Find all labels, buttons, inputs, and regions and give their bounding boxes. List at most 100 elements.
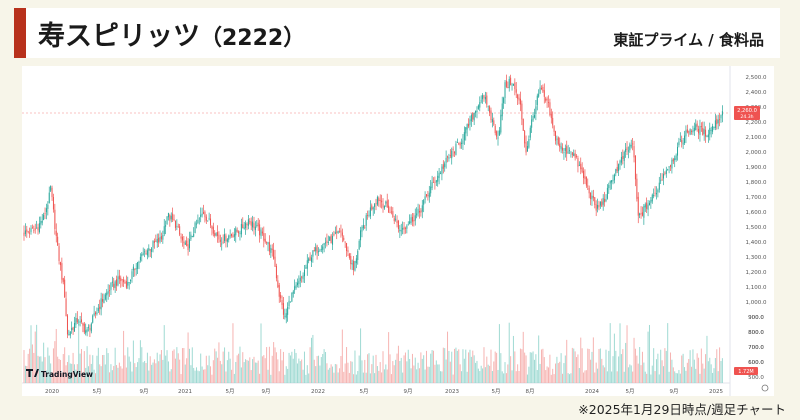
volume-bar <box>121 368 123 383</box>
volume-bar <box>93 369 95 383</box>
volume-bar <box>430 353 432 383</box>
candle-body <box>613 174 615 181</box>
volume-bar <box>698 357 700 383</box>
volume-bar <box>325 351 327 383</box>
volume-bar <box>111 370 113 383</box>
candle-body <box>23 232 25 236</box>
volume-bar <box>69 363 71 383</box>
volume-bar <box>486 356 488 383</box>
candle-body <box>569 150 571 152</box>
candle-body <box>404 227 406 229</box>
volume-bar <box>599 348 601 383</box>
candle-body <box>532 115 534 121</box>
y-tick-label: 1,900.0 <box>746 165 767 171</box>
volume-bar <box>410 368 412 383</box>
volume-bar <box>692 349 694 383</box>
volume-bar <box>64 347 66 383</box>
candle-body <box>585 177 587 186</box>
candle-body <box>127 281 129 286</box>
candle-body <box>210 218 212 226</box>
volume-bar <box>578 368 580 383</box>
candle-body <box>110 283 112 290</box>
volume-bar <box>390 374 392 383</box>
volume-bar <box>194 370 196 383</box>
candle-body <box>416 213 418 216</box>
volume-bar <box>611 371 613 383</box>
candle-body <box>454 152 456 154</box>
candle-body <box>362 224 364 229</box>
volume-bar <box>362 372 364 383</box>
volume-bar <box>615 350 617 383</box>
y-tick-label: 600.0 <box>748 360 764 366</box>
tradingview-logo-text: TradingView <box>41 370 93 379</box>
candle-body <box>59 262 61 266</box>
volume-bar <box>641 351 643 383</box>
candle-body <box>301 276 303 278</box>
volume-bar <box>146 352 148 383</box>
volume-bar <box>326 363 328 383</box>
volume-bar <box>73 364 75 383</box>
volume-bar <box>529 352 531 383</box>
candle-body <box>699 126 701 136</box>
price-badge-value: 2,260.0 <box>737 108 757 114</box>
candle-body <box>173 219 175 221</box>
volume-bar <box>95 373 97 383</box>
candle-body <box>146 250 148 256</box>
volume-bar <box>427 366 429 383</box>
candle-body <box>40 220 42 225</box>
volume-bar <box>592 337 594 383</box>
market-sector-label: 東証プライム / 食料品 <box>613 31 764 49</box>
candle-body <box>214 233 216 236</box>
volume-bar <box>512 335 514 383</box>
candle-body <box>560 146 562 150</box>
candle-body <box>24 230 26 234</box>
candle-body <box>329 236 331 241</box>
candle-body <box>611 180 613 183</box>
candle-body <box>667 169 669 171</box>
volume-bar <box>313 359 315 383</box>
volume-bar <box>590 359 592 383</box>
candle-body <box>378 198 380 202</box>
volume-bar <box>637 363 639 383</box>
volume-bar <box>629 364 631 383</box>
candle-body <box>546 98 548 101</box>
candle-body <box>473 112 475 121</box>
volume-bar <box>207 365 209 383</box>
volume-bar <box>83 351 85 383</box>
volume-bar <box>249 357 251 383</box>
volume-bar <box>106 348 108 383</box>
volume-bar <box>203 369 205 383</box>
volume-bar <box>583 372 585 383</box>
candle-body <box>83 323 85 333</box>
candle-body <box>365 215 367 226</box>
candle-body <box>388 205 390 213</box>
candle-body <box>609 180 611 184</box>
volume-bar <box>355 374 357 383</box>
chart-svg: 2,500.02,400.02,300.02,200.02,100.02,000… <box>22 66 769 396</box>
candle-body <box>316 245 318 254</box>
candle-body <box>289 301 291 303</box>
candle-body <box>641 212 643 216</box>
volume-bar <box>319 365 321 383</box>
candle-body <box>372 207 374 210</box>
candle-body <box>647 204 649 210</box>
volume-bar <box>219 360 221 383</box>
volume-bar <box>710 364 712 383</box>
volume-bar <box>498 324 500 383</box>
volume-bar <box>423 355 425 383</box>
candle-body <box>271 248 273 251</box>
candle-body <box>477 105 479 109</box>
volume-bar <box>393 365 395 383</box>
header-panel: 寿スピリッツ（2222） 東証プライム / 食料品 <box>14 8 780 58</box>
candle-body <box>169 215 171 221</box>
candle-body <box>545 98 547 101</box>
candle-body <box>409 221 411 224</box>
y-tick-label: 600.0 <box>748 360 764 366</box>
candle-body <box>706 136 708 137</box>
candle-body <box>707 134 709 138</box>
volume-bar <box>332 366 334 383</box>
candle-body <box>204 211 206 218</box>
y-tick-label: 1,000.0 <box>746 300 767 306</box>
volume-bar <box>454 348 456 383</box>
candle-body <box>475 110 477 113</box>
